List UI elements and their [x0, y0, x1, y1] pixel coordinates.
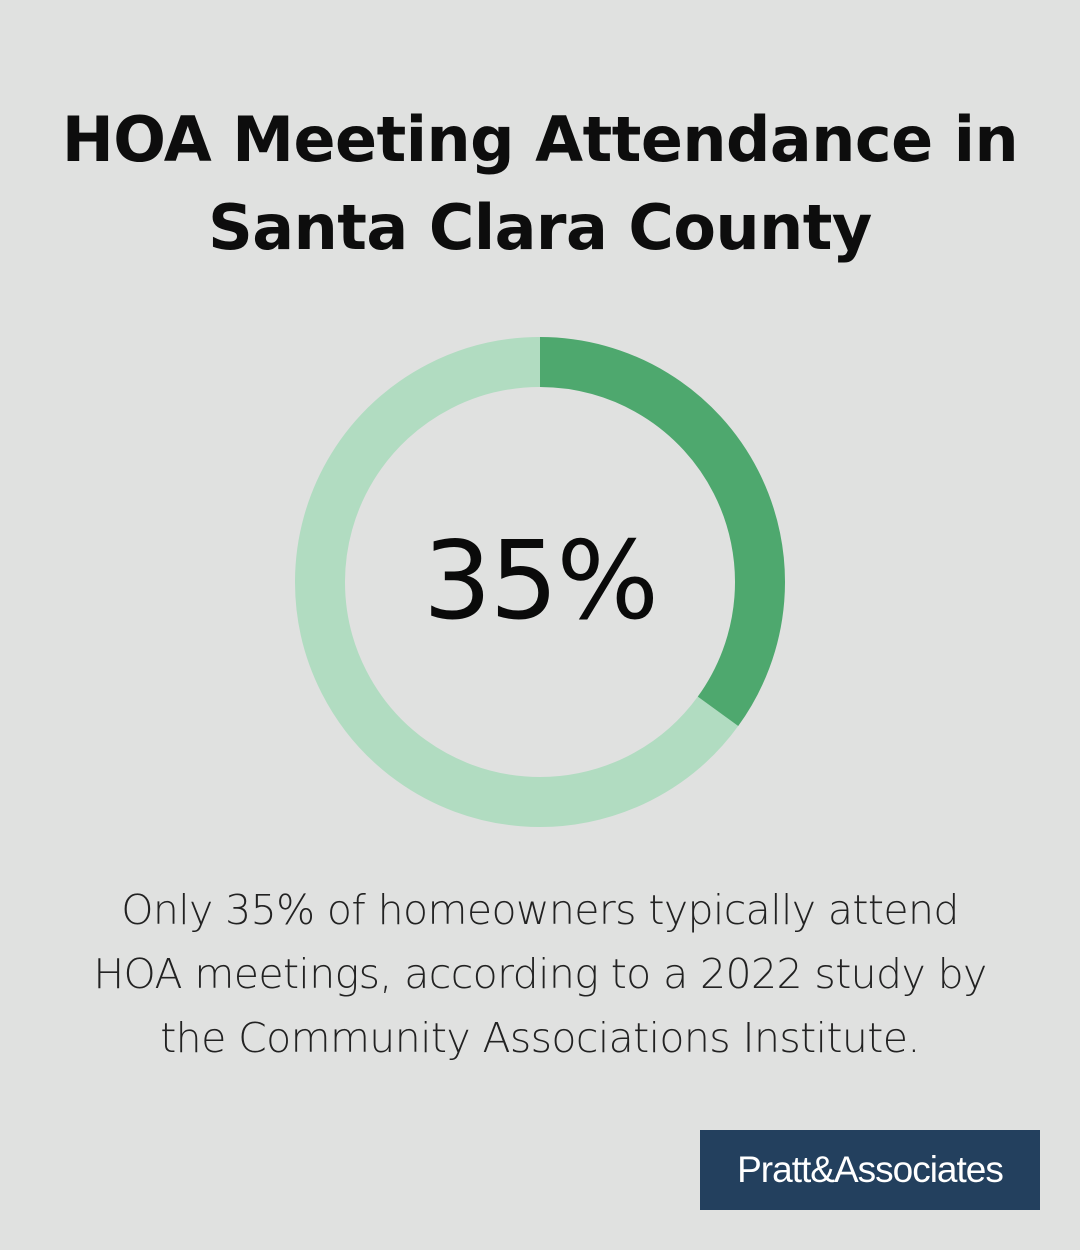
caption: Only 35% of homeowners typically attend …: [40, 878, 1040, 1070]
caption-line-1: Only 35% of homeowners typically attend: [121, 886, 959, 934]
donut-chart: [295, 337, 785, 827]
pratt-associates-logo: Pratt&Associates: [700, 1130, 1040, 1210]
logo-wordmark: Pratt&Associates: [737, 1149, 1004, 1190]
donut-slice-remaining: [295, 337, 739, 827]
donut-center-value: 35%: [422, 519, 659, 644]
title-line-2: Santa Clara County: [208, 191, 872, 264]
title-line-1: HOA Meeting Attendance in: [61, 103, 1019, 176]
chart-title: HOA Meeting Attendance in Santa Clara Co…: [0, 96, 1080, 272]
caption-line-2: HOA meetings, according to a 2022 study …: [93, 950, 987, 998]
donut-slice-attend: [539, 337, 785, 726]
caption-line-3: the Community Associations Institute.: [160, 1014, 920, 1062]
